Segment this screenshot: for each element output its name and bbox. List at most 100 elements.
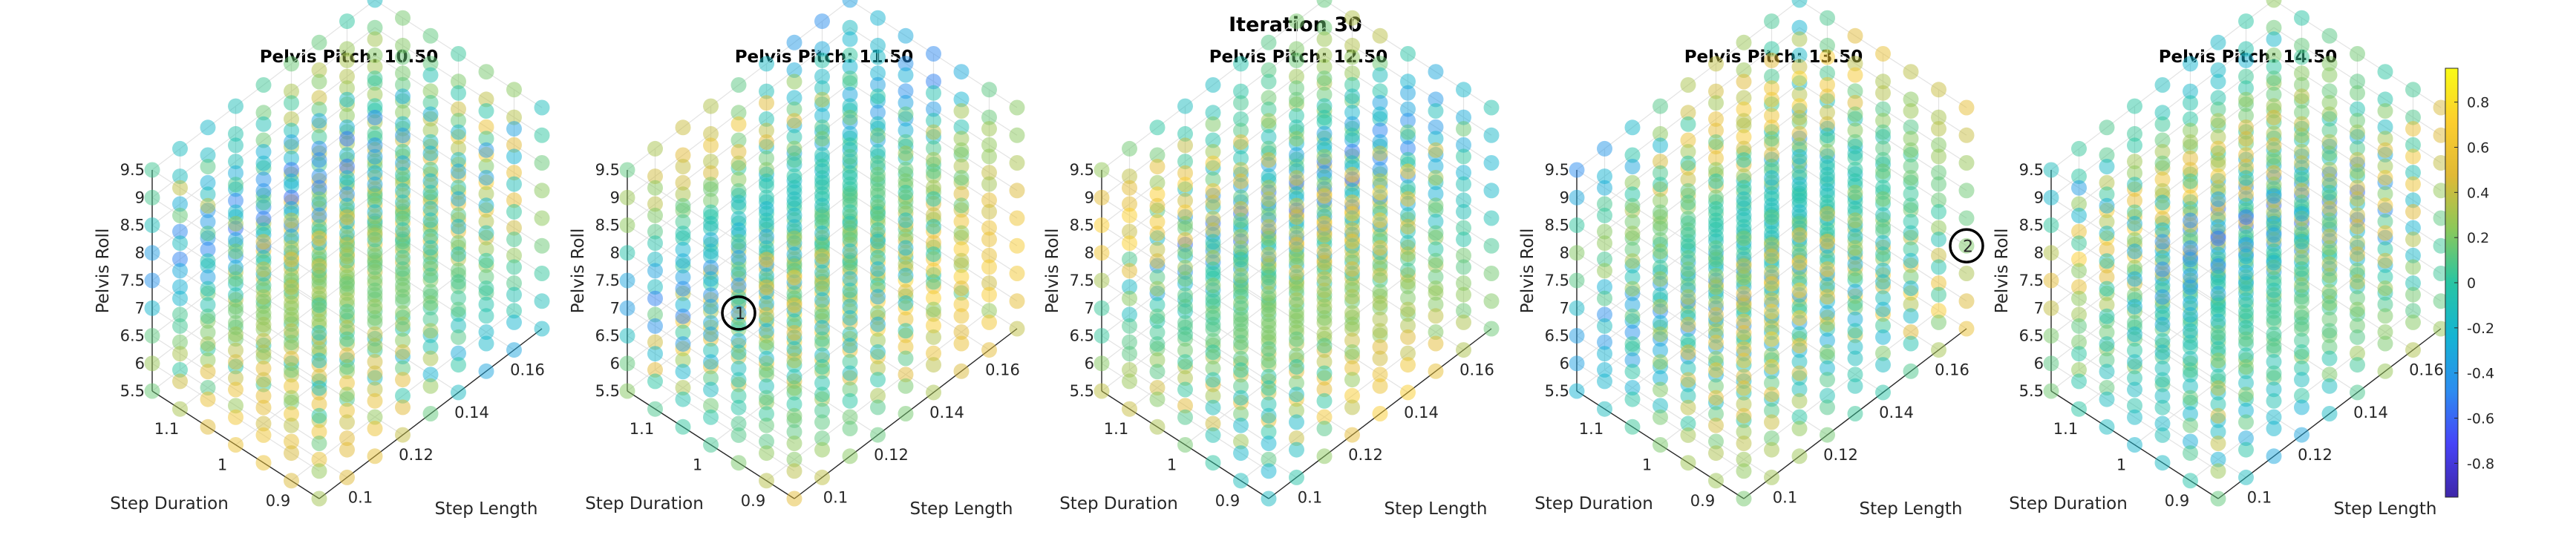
data-point	[2266, 310, 2282, 326]
data-point	[2238, 430, 2254, 447]
data-point	[1400, 113, 1416, 128]
data-point	[2266, 86, 2282, 102]
data-point	[1316, 148, 1333, 165]
data-point	[1569, 217, 1585, 233]
data-point	[1736, 436, 1752, 451]
data-point	[1261, 180, 1277, 196]
data-point	[2377, 103, 2393, 119]
data-point	[675, 253, 691, 269]
z-tick-label: 6.5	[2019, 327, 2044, 345]
data-point	[2238, 414, 2254, 430]
data-point	[1764, 225, 1779, 241]
data-point	[870, 249, 886, 266]
data-point	[786, 219, 802, 235]
data-point	[1205, 194, 1221, 211]
data-point	[1680, 388, 1696, 404]
data-point	[1261, 297, 1277, 313]
data-point	[1177, 177, 1193, 193]
data-point	[2210, 269, 2226, 286]
data-point	[1903, 131, 1919, 147]
data-point	[1820, 194, 1835, 211]
data-point	[478, 335, 494, 352]
data-point	[534, 210, 550, 226]
data-point	[1708, 350, 1724, 367]
data-point	[2043, 217, 2059, 233]
data-point	[284, 362, 299, 378]
data-point	[1316, 409, 1333, 425]
data-point	[2266, 282, 2282, 298]
data-point	[2294, 344, 2309, 360]
data-point	[339, 52, 355, 68]
data-point	[1791, 109, 1808, 125]
data-point	[1847, 122, 1863, 139]
data-point	[1483, 183, 1500, 199]
data-point	[2238, 209, 2254, 226]
data-point	[367, 47, 383, 63]
data-point	[367, 137, 383, 154]
colorbar-tick-label: 0.4	[2467, 185, 2489, 201]
data-point	[1875, 101, 1891, 117]
data-point	[2266, 338, 2282, 354]
data-point	[339, 91, 355, 108]
data-point	[2405, 148, 2421, 165]
data-point	[311, 129, 327, 145]
data-point	[1344, 289, 1360, 305]
data-point	[953, 131, 970, 147]
data-point	[703, 271, 719, 287]
z-tick-label: 5.5	[2019, 382, 2044, 400]
data-point	[2127, 370, 2142, 386]
data-point	[2183, 417, 2198, 433]
data-point	[1316, 19, 1333, 36]
data-point	[144, 383, 160, 399]
data-point	[2238, 13, 2254, 30]
data-point	[2294, 249, 2309, 266]
data-point	[1847, 27, 1863, 44]
data-point	[953, 335, 970, 352]
data-point	[2127, 354, 2142, 370]
data-point	[1205, 305, 1221, 321]
data-point	[1400, 207, 1416, 223]
data-point	[870, 222, 886, 238]
data-point	[870, 37, 886, 53]
data-point	[1847, 283, 1863, 300]
data-point	[478, 103, 494, 119]
data-point	[953, 197, 970, 214]
data-point	[981, 342, 997, 358]
data-point	[842, 381, 858, 398]
data-point	[842, 227, 858, 243]
data-point	[2294, 76, 2309, 93]
data-point	[2154, 455, 2171, 471]
data-point	[255, 360, 272, 376]
data-point	[2321, 161, 2338, 177]
data-point	[1791, 326, 1808, 342]
data-point	[255, 144, 272, 160]
data-point	[1653, 409, 1668, 425]
data-point	[255, 332, 272, 349]
data-point	[2210, 180, 2226, 196]
data-point	[703, 125, 719, 142]
data-point	[506, 232, 522, 248]
data-point	[1791, 19, 1808, 36]
data-point	[1400, 274, 1416, 290]
data-point	[1653, 98, 1668, 114]
data-point	[759, 134, 774, 150]
data-point	[451, 163, 466, 180]
data-point	[1680, 249, 1696, 266]
data-point	[1931, 203, 1946, 220]
data-point	[284, 445, 299, 462]
data-point	[1791, 215, 1808, 232]
data-point	[842, 125, 858, 142]
data-point	[814, 320, 830, 336]
data-point	[814, 91, 830, 108]
data-point	[478, 170, 494, 186]
data-point	[1847, 212, 1863, 229]
data-point	[2183, 122, 2198, 139]
data-point	[786, 191, 802, 207]
data-point	[1233, 56, 1249, 72]
data-point	[786, 286, 802, 302]
data-point	[1931, 82, 1946, 98]
data-point	[1009, 266, 1025, 281]
data-point	[2238, 331, 2254, 347]
data-point	[1736, 34, 1752, 50]
data-point	[1875, 301, 1891, 318]
